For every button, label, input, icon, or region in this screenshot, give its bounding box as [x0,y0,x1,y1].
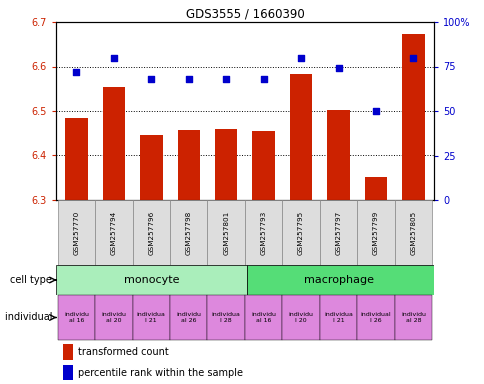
Bar [58,200,95,265]
Text: individu
l 20: individu l 20 [288,312,313,323]
Bar [394,200,431,265]
Text: GSM257770: GSM257770 [73,210,79,255]
Text: GSM257801: GSM257801 [223,210,229,255]
Bar [327,110,349,200]
Text: macrophage: macrophage [303,275,373,285]
Text: individua
l 21: individua l 21 [136,312,166,323]
Bar [357,200,394,265]
Text: individu
al 26: individu al 26 [176,312,201,323]
Bar [244,295,282,340]
Bar [63,344,73,360]
Point [72,69,80,75]
Text: GSM257793: GSM257793 [260,210,266,255]
Bar [319,200,357,265]
Bar [244,200,282,265]
Bar [319,295,357,340]
Point [409,55,417,61]
Point [110,55,118,61]
Bar [207,200,244,265]
Bar [252,131,274,200]
Bar [95,200,132,265]
Bar [132,200,170,265]
Bar [394,295,431,340]
Point [297,55,304,61]
Text: individu
al 16: individu al 16 [64,312,89,323]
Bar [95,295,132,340]
Title: GDS3555 / 1660390: GDS3555 / 1660390 [185,8,303,21]
Bar [282,295,319,340]
Point [184,76,192,82]
Bar [401,35,424,200]
Point [371,108,379,114]
Text: individual: individual [5,313,55,323]
Text: GSM257798: GSM257798 [185,210,191,255]
Bar [63,365,73,381]
Bar [177,130,199,200]
Text: cell type: cell type [10,275,55,285]
Point [147,76,155,82]
Text: GSM257797: GSM257797 [335,210,341,255]
Bar [289,74,312,200]
Text: individual
l 26: individual l 26 [360,312,391,323]
Text: individu
al 20: individu al 20 [101,312,126,323]
Bar [246,265,433,295]
Bar [56,265,246,295]
Bar [65,118,88,200]
Text: GSM257805: GSM257805 [409,210,416,255]
Text: GSM257795: GSM257795 [298,210,303,255]
Bar [140,136,162,200]
Text: transformed count: transformed count [78,347,169,358]
Bar [282,200,319,265]
Bar [58,295,95,340]
Bar [364,177,386,200]
Text: individu
al 16: individu al 16 [251,312,275,323]
Bar [357,295,394,340]
Bar [103,86,125,200]
Text: GSM257799: GSM257799 [372,210,378,255]
Bar [170,200,207,265]
Point [259,76,267,82]
Text: individua
l 21: individua l 21 [323,312,352,323]
Bar [170,295,207,340]
Text: GSM257794: GSM257794 [111,210,117,255]
Text: individu
al 28: individu al 28 [400,312,425,323]
Text: percentile rank within the sample: percentile rank within the sample [78,368,243,378]
Point [334,65,342,71]
Bar [132,295,170,340]
Text: monocyte: monocyte [123,275,179,285]
Bar [207,295,244,340]
Text: GSM257796: GSM257796 [148,210,154,255]
Text: individua
l 28: individua l 28 [212,312,240,323]
Bar [214,129,237,200]
Point [222,76,229,82]
